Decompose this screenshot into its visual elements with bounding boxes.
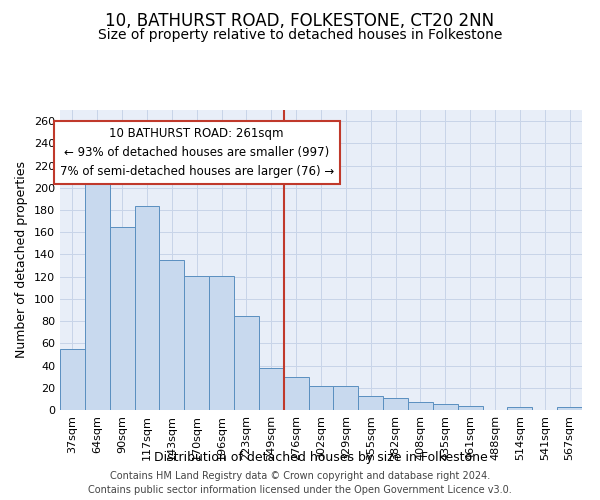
- Y-axis label: Number of detached properties: Number of detached properties: [16, 162, 28, 358]
- Bar: [334, 386, 358, 410]
- Bar: [383, 398, 408, 410]
- Bar: [209, 276, 234, 410]
- Bar: [134, 206, 160, 410]
- Bar: [284, 376, 308, 410]
- Bar: [308, 386, 334, 410]
- Bar: [557, 406, 582, 410]
- Text: Distribution of detached houses by size in Folkestone: Distribution of detached houses by size …: [154, 451, 488, 464]
- Bar: [60, 349, 85, 410]
- Bar: [408, 402, 433, 410]
- Bar: [508, 406, 532, 410]
- Bar: [110, 226, 134, 410]
- Text: Size of property relative to detached houses in Folkestone: Size of property relative to detached ho…: [98, 28, 502, 42]
- Text: 10, BATHURST ROAD, FOLKESTONE, CT20 2NN: 10, BATHURST ROAD, FOLKESTONE, CT20 2NN: [106, 12, 494, 30]
- Bar: [259, 368, 284, 410]
- Text: Contains HM Land Registry data © Crown copyright and database right 2024.
Contai: Contains HM Land Registry data © Crown c…: [88, 471, 512, 495]
- Text: 10 BATHURST ROAD: 261sqm
← 93% of detached houses are smaller (997)
7% of semi-d: 10 BATHURST ROAD: 261sqm ← 93% of detach…: [59, 126, 334, 178]
- Bar: [184, 276, 209, 410]
- Bar: [458, 406, 482, 410]
- Bar: [358, 396, 383, 410]
- Bar: [160, 260, 184, 410]
- Bar: [85, 182, 110, 410]
- Bar: [433, 404, 458, 410]
- Bar: [234, 316, 259, 410]
